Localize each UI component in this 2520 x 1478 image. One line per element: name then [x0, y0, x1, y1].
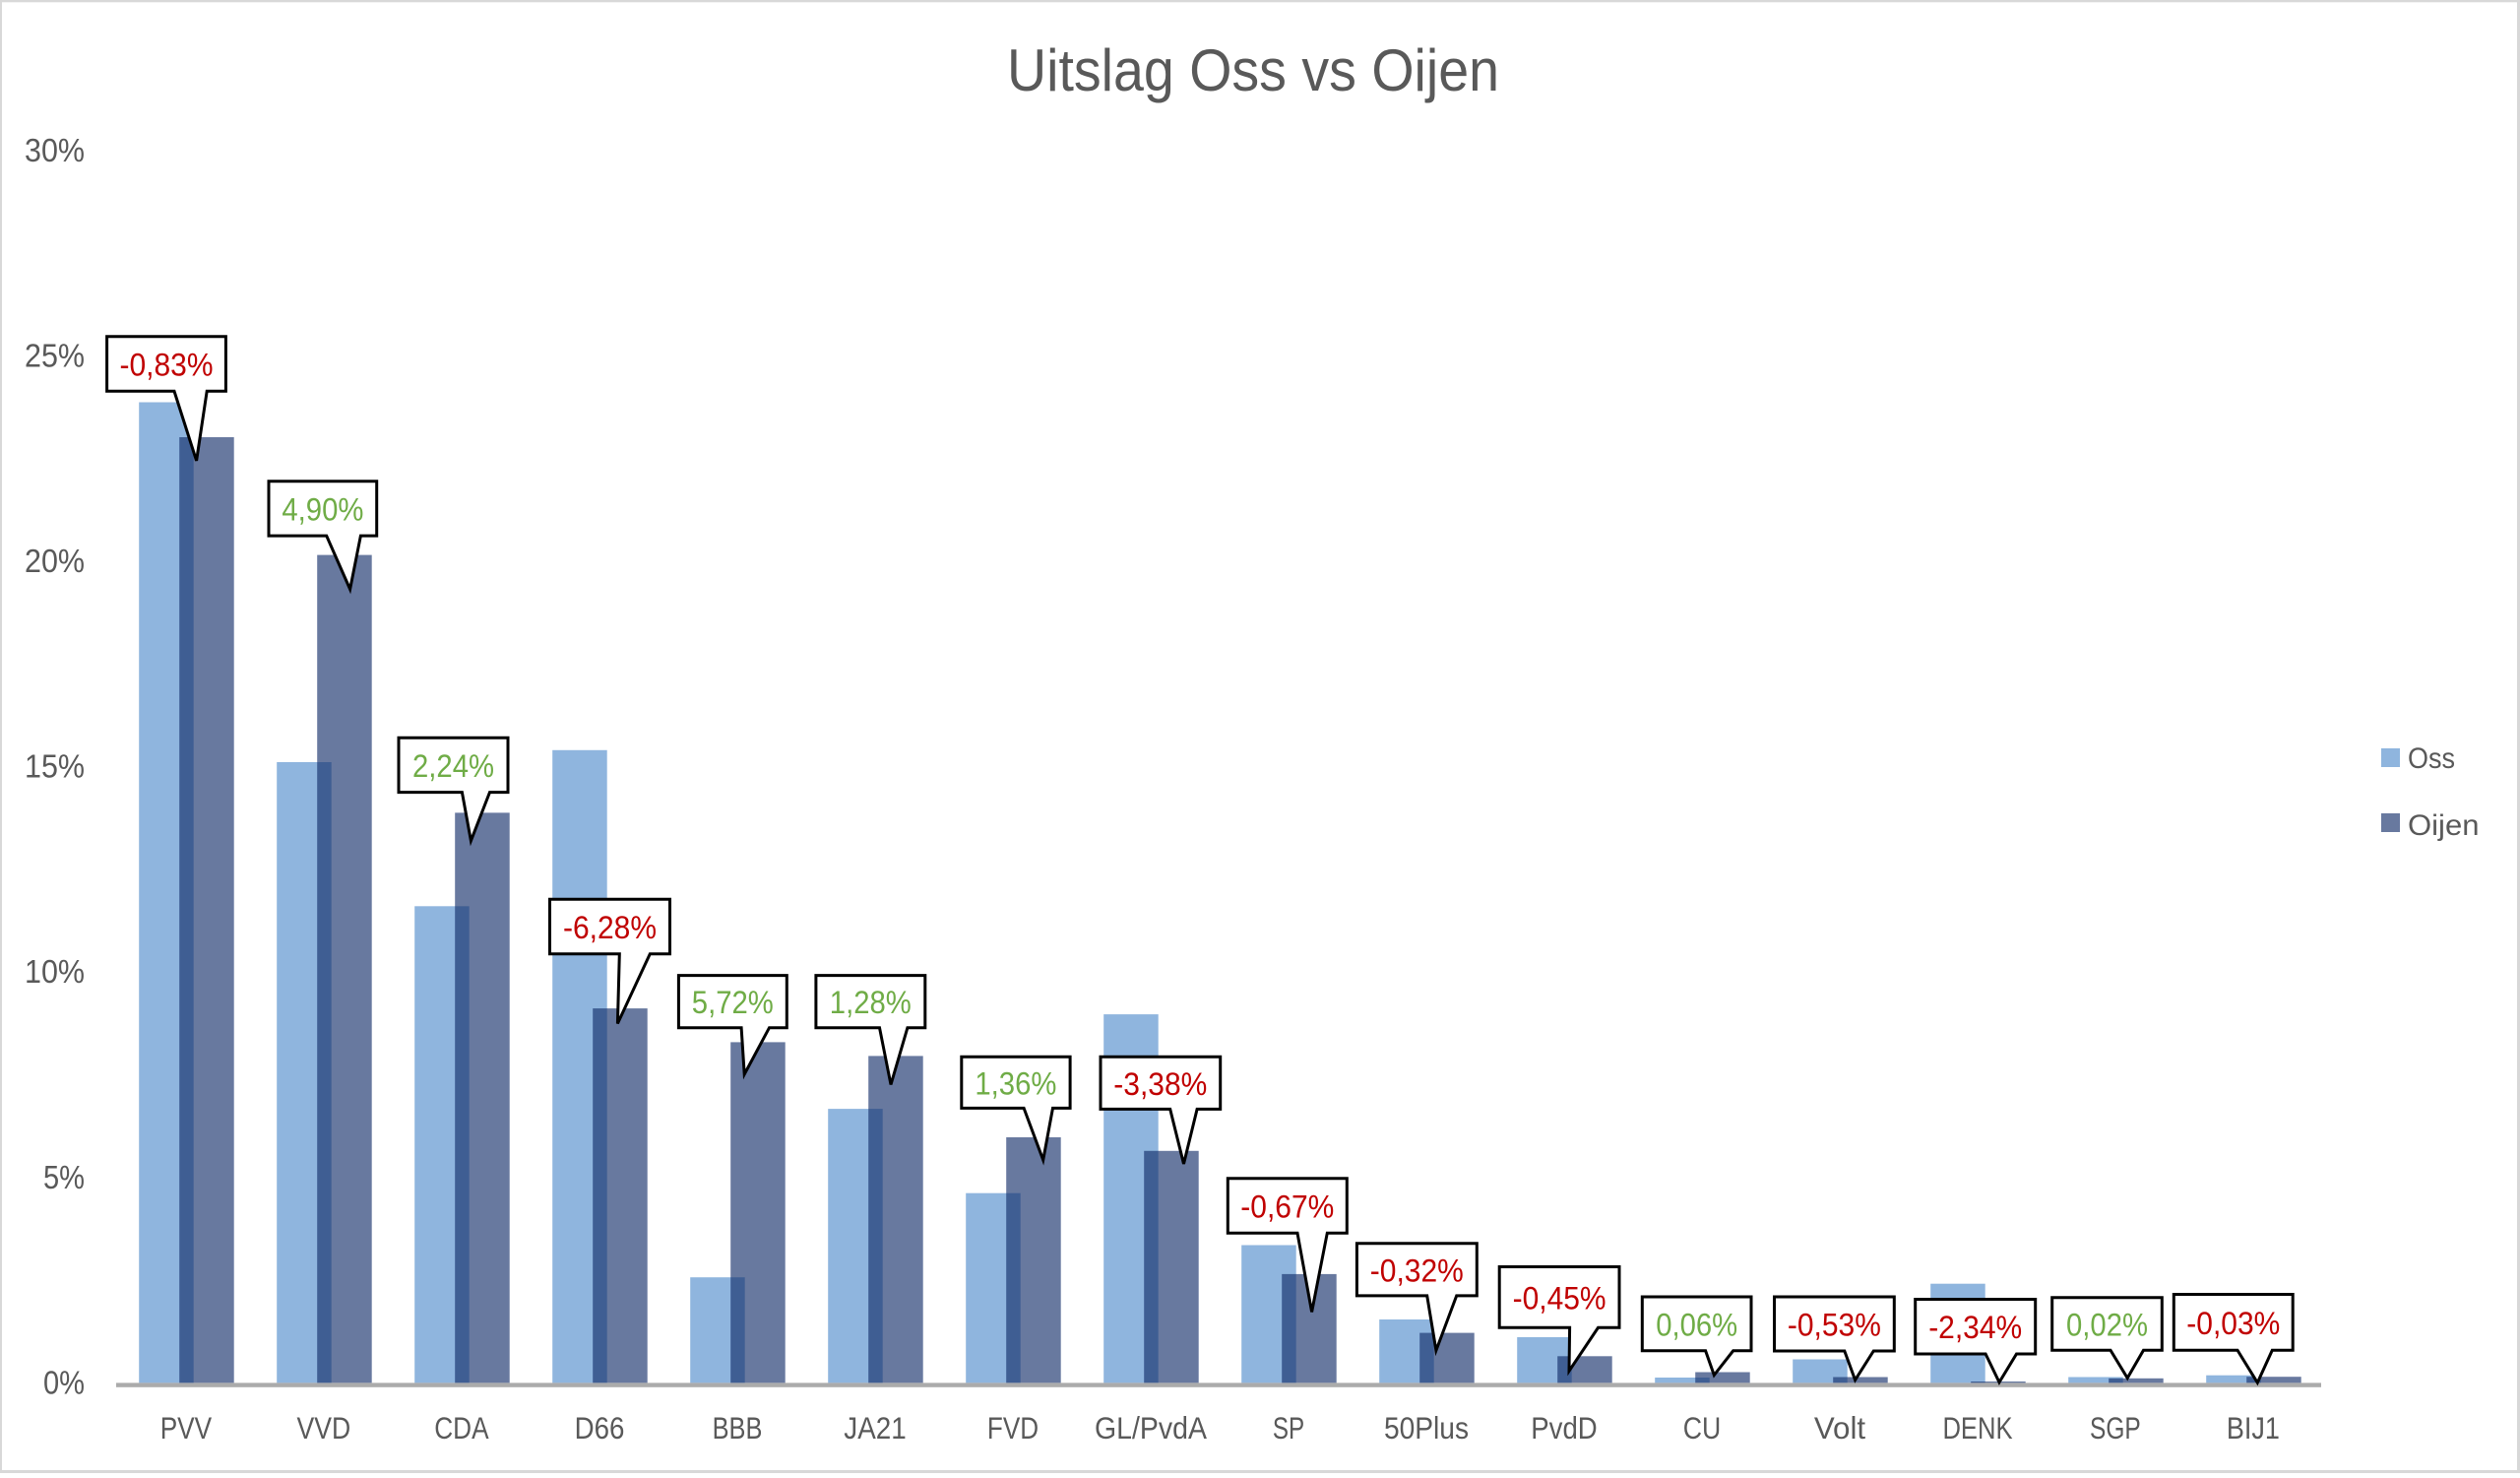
svg-text:GL/PvdA: GL/PvdA [1095, 1410, 1207, 1446]
svg-text:Uitslag Oss vs Oijen: Uitslag Oss vs Oijen [1007, 37, 1499, 103]
svg-text:-3,38%: -3,38% [1113, 1066, 1207, 1102]
svg-text:1,36%: 1,36% [975, 1065, 1056, 1101]
svg-text:-0,45%: -0,45% [1513, 1280, 1606, 1316]
svg-text:D66: D66 [575, 1410, 625, 1446]
svg-text:4,90%: 4,90% [282, 491, 363, 527]
svg-text:JA21: JA21 [844, 1410, 906, 1446]
svg-text:BBB: BBB [713, 1410, 763, 1446]
svg-text:Oss: Oss [2408, 742, 2455, 775]
svg-text:5,72%: 5,72% [692, 985, 774, 1020]
svg-text:-0,32%: -0,32% [1370, 1253, 1464, 1288]
svg-text:Oijen: Oijen [2408, 809, 2480, 842]
svg-text:30%: 30% [25, 133, 85, 169]
svg-text:1,28%: 1,28% [830, 985, 912, 1020]
svg-text:0,02%: 0,02% [2066, 1308, 2148, 1343]
svg-text:PVV: PVV [160, 1410, 212, 1446]
svg-text:Volt: Volt [1814, 1410, 1865, 1446]
svg-text:50Plus: 50Plus [1384, 1410, 1469, 1446]
svg-text:PvdD: PvdD [1531, 1410, 1597, 1446]
svg-text:10%: 10% [25, 954, 85, 991]
svg-text:BIJ1: BIJ1 [2227, 1410, 2280, 1446]
svg-text:-0,03%: -0,03% [2186, 1306, 2280, 1341]
svg-text:VVD: VVD [297, 1410, 351, 1446]
svg-text:DENK: DENK [1942, 1410, 2012, 1446]
svg-text:20%: 20% [25, 544, 85, 580]
svg-text:15%: 15% [25, 749, 85, 786]
svg-text:CU: CU [1683, 1410, 1722, 1446]
svg-text:-2,34%: -2,34% [1928, 1310, 2022, 1345]
svg-text:25%: 25% [25, 338, 85, 374]
svg-text:-0,53%: -0,53% [1788, 1308, 1881, 1343]
svg-text:-0,67%: -0,67% [1240, 1189, 1334, 1225]
svg-text:0%: 0% [43, 1365, 85, 1401]
svg-text:2,24%: 2,24% [412, 748, 494, 784]
svg-text:-0,83%: -0,83% [120, 348, 214, 383]
svg-text:-6,28%: -6,28% [563, 910, 657, 945]
svg-text:0,06%: 0,06% [1656, 1307, 1737, 1342]
svg-text:FVD: FVD [987, 1410, 1039, 1446]
svg-text:5%: 5% [43, 1160, 85, 1196]
svg-text:CDA: CDA [434, 1410, 488, 1446]
svg-text:SGP: SGP [2090, 1410, 2141, 1446]
svg-text:SP: SP [1273, 1410, 1304, 1446]
